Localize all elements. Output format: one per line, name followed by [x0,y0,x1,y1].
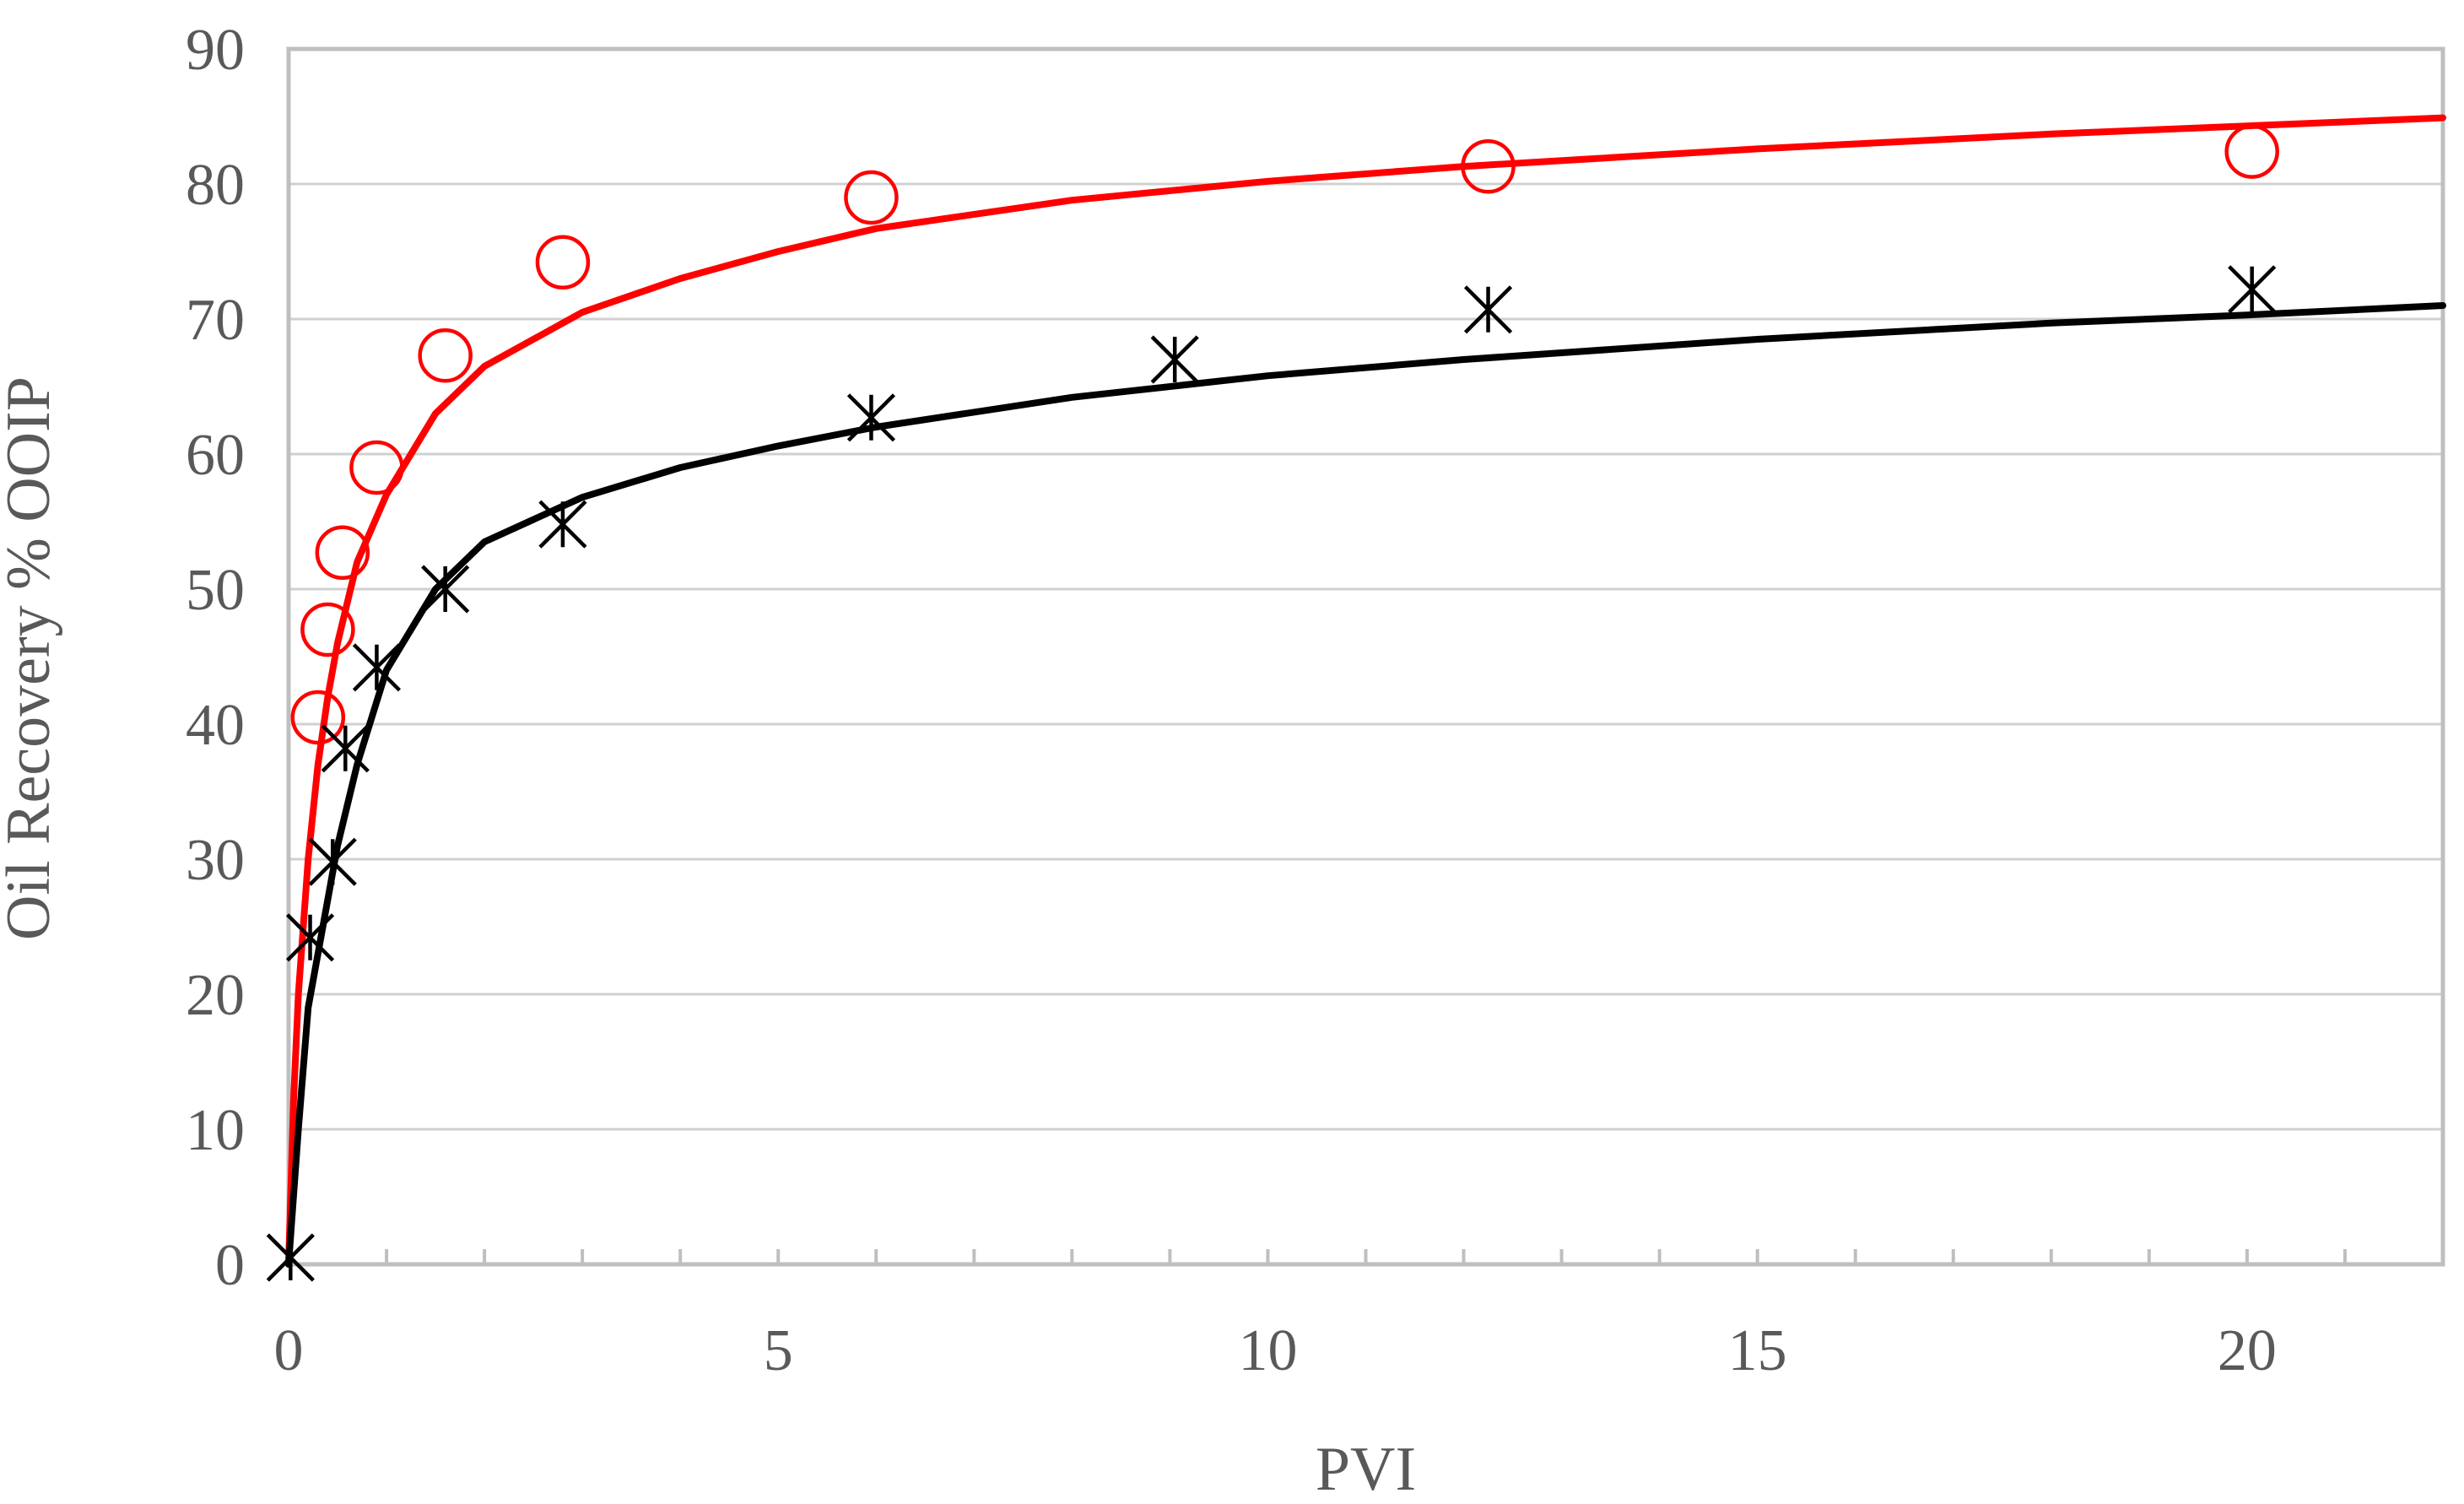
black-asterisks-point [2228,265,2277,314]
black-asterisks-point [1150,335,1199,384]
black-asterisks-point [538,500,587,549]
y-tick-label: 90 [186,18,245,83]
red-circles-point [2224,124,2279,179]
y-tick-label: 0 [215,1233,245,1298]
y-tick-label: 10 [186,1098,245,1163]
black-asterisks-point [1463,285,1513,334]
x-axis-ticks: 0 5 10 15 20 [274,1249,2445,1383]
x-tick-label: 0 [274,1318,304,1383]
black-asterisks-point [308,837,357,886]
red-circles-point [300,602,355,657]
y-axis-title: Oil Recovery % OOIP [0,376,63,940]
black-asterisks-point [846,393,896,442]
y-tick-label: 60 [186,423,245,488]
x-tick-label: 20 [2218,1318,2277,1383]
grid-lines [289,182,2443,1131]
red-circles-point [535,235,591,290]
red-fit-curve [285,114,2446,1268]
black-asterisks-point [285,913,335,962]
x-tick-label: 5 [764,1318,793,1383]
y-tick-label: 40 [186,693,245,758]
black-asterisks-point [421,565,470,614]
red-circles-point [418,327,473,383]
y-tick-label: 50 [186,558,245,623]
red-circles-point [290,690,346,745]
x-tick-label: 10 [1238,1318,1297,1383]
red-circles-point [349,440,404,495]
red-circles-point [844,170,899,225]
x-tick-label: 15 [1728,1318,1787,1383]
red-circles-point [315,525,370,581]
data-markers [266,124,2279,1282]
black-asterisks-point [321,724,370,773]
y-tick-label: 80 [186,153,245,218]
y-axis-tick-labels: 0 10 20 30 40 50 60 70 80 90 [186,18,245,1298]
plot-area-border [286,46,2445,1267]
black-asterisks-point [352,643,402,692]
black-asterisks-point [266,1233,315,1282]
fit-curves [285,114,2446,1268]
x-axis-title: PVI [1316,1435,1416,1504]
y-tick-label: 70 [186,288,245,353]
black-fit-curve [285,302,2446,1268]
y-tick-label: 20 [186,963,245,1028]
y-tick-label: 30 [186,828,245,893]
red-circles-point [1461,138,1516,194]
